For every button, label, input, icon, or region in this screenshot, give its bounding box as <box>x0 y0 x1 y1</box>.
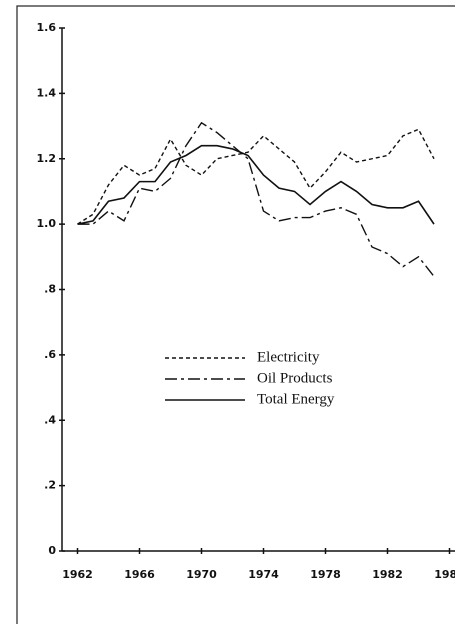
x-tick-label: 1974 <box>248 568 279 581</box>
y-tick-label: .6 <box>44 348 56 361</box>
y-tick-label: 1.0 <box>37 217 57 230</box>
y-tick-label: .4 <box>44 413 56 426</box>
series-line <box>77 128 435 225</box>
x-tick-label: 1966 <box>124 568 155 581</box>
y-tick-label: 1.6 <box>37 21 57 34</box>
y-tick-label: .8 <box>44 283 56 296</box>
x-tick-label: 1970 <box>186 568 217 581</box>
frame <box>16 5 455 624</box>
legend-label: Total Energy <box>257 391 335 407</box>
y-tick-label: 1.2 <box>37 152 57 165</box>
legend-label: Oil Products <box>257 370 333 386</box>
series-line <box>77 144 435 225</box>
y-tick-label: .2 <box>44 479 56 492</box>
x-tick-label: 1962 <box>62 568 93 581</box>
y-tick-label: 0 <box>48 544 56 557</box>
x-tick-label: 1982 <box>372 568 403 581</box>
x-tick-label: 1986 <box>434 568 455 581</box>
series-line <box>77 121 435 277</box>
y-tick-label: 1.4 <box>37 86 57 99</box>
legend-label: Electricity <box>257 349 320 365</box>
x-tick-label: 1978 <box>310 568 341 581</box>
